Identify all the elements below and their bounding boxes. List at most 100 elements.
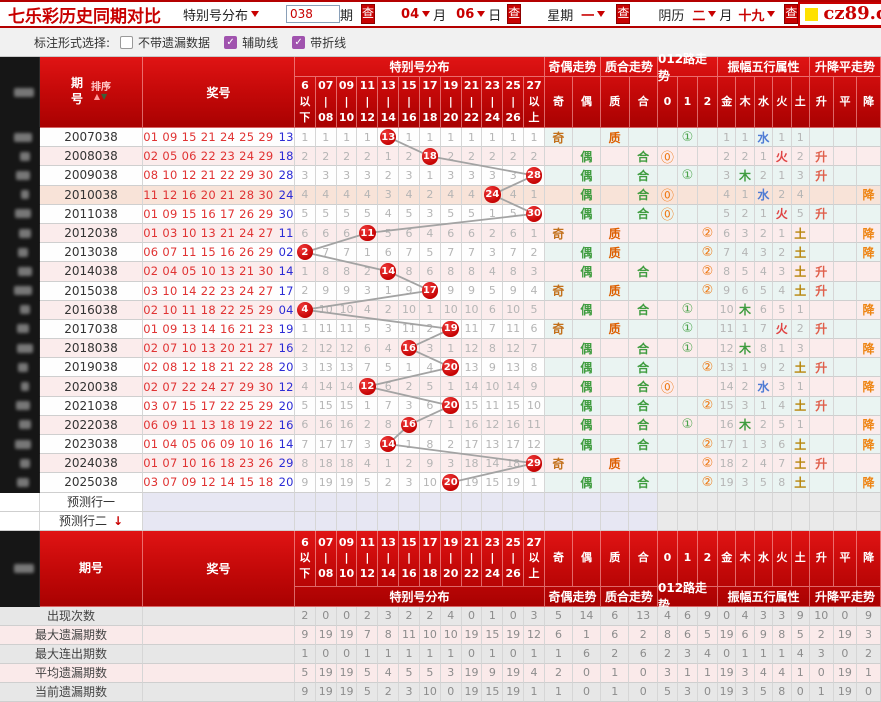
- query-button-issue[interactable]: 查: [361, 4, 376, 24]
- dist-header-col: 25 | 26: [503, 77, 525, 128]
- checkbox-polyline[interactable]: ✓ 带折线: [292, 34, 346, 51]
- trend-cell: 土: [791, 473, 810, 493]
- pred-trend-cell[interactable]: [833, 492, 858, 512]
- pred-dist-cell[interactable]: [440, 492, 462, 512]
- trend-cell: [857, 358, 881, 378]
- pred-trend-cell[interactable]: [791, 492, 810, 512]
- trend-cell: 5: [791, 204, 810, 224]
- pred-trend-cell[interactable]: [809, 511, 834, 531]
- pred-dist-cell[interactable]: [378, 511, 400, 531]
- stats-trend-cell: 6: [572, 644, 601, 664]
- pred-trend-cell[interactable]: [544, 511, 573, 531]
- pred-dist-cell[interactable]: [482, 492, 504, 512]
- pred-trend-cell[interactable]: [677, 492, 698, 512]
- pred-dist-cell[interactable]: [419, 492, 441, 512]
- row-censored-cell: [0, 243, 40, 263]
- pred-dist-cell[interactable]: [524, 492, 545, 512]
- stats-trend-cell: 1: [677, 663, 698, 683]
- pred-dist-cell[interactable]: [524, 511, 545, 531]
- sort-desc-icon[interactable]: ▼: [101, 92, 109, 101]
- lunar-month-select[interactable]: 二: [692, 5, 719, 24]
- pred-dist-cell[interactable]: [315, 511, 337, 531]
- pred-numbers-cell[interactable]: [143, 511, 295, 531]
- pred-trend-cell[interactable]: [572, 511, 601, 531]
- pred-dist-cell[interactable]: [440, 511, 462, 531]
- dist-cell: 3: [378, 319, 400, 340]
- pred-trend-cell[interactable]: [717, 492, 737, 512]
- pred-trend-cell[interactable]: [572, 492, 601, 512]
- pred-dist-cell[interactable]: [503, 511, 525, 531]
- lunar-day-select[interactable]: 十九: [738, 5, 778, 24]
- pred-dist-cell[interactable]: [461, 511, 483, 531]
- checkbox-no-miss-data[interactable]: 不带遗漏数据: [120, 34, 210, 51]
- pred-trend-cell[interactable]: [717, 511, 737, 531]
- pred-trend-cell[interactable]: [736, 492, 755, 512]
- query-button-date[interactable]: 查: [507, 4, 522, 24]
- trend-cell: [572, 128, 601, 148]
- pred-dist-cell[interactable]: [295, 492, 316, 512]
- pred-trend-cell[interactable]: [833, 511, 858, 531]
- pred-trend-cell[interactable]: [809, 492, 834, 512]
- pred-trend-cell[interactable]: [629, 511, 658, 531]
- pred-trend-cell[interactable]: [600, 492, 630, 512]
- sort-control[interactable]: 排序 ▲▼: [91, 83, 111, 101]
- issue-input[interactable]: [286, 5, 341, 23]
- pred-trend-cell[interactable]: [773, 511, 792, 531]
- sort-arrows[interactable]: ▲▼: [94, 93, 108, 101]
- checkbox-auxiliary-line[interactable]: ✓ 辅助线: [224, 34, 278, 51]
- pred-dist-cell[interactable]: [419, 511, 441, 531]
- prediction-row-1[interactable]: 预测行一: [0, 492, 881, 512]
- pred-dist-cell[interactable]: [503, 492, 525, 512]
- pred-trend-cell[interactable]: [629, 492, 658, 512]
- pred-trend-cell[interactable]: [791, 511, 810, 531]
- pred-dist-cell[interactable]: [357, 492, 379, 512]
- dist-cell: 8: [399, 262, 420, 282]
- pred-label-cell[interactable]: 预测行二 ↓: [40, 511, 143, 531]
- stats-dist-cell: 19: [336, 625, 358, 645]
- pred-trend-cell[interactable]: [857, 492, 881, 512]
- pred-dist-cell[interactable]: [336, 511, 358, 531]
- pred-dist-cell[interactable]: [399, 511, 420, 531]
- site-logo[interactable]: cz89.com: [798, 1, 881, 27]
- pred-trend-cell[interactable]: [677, 511, 698, 531]
- day-select[interactable]: 06: [456, 7, 488, 22]
- pred-trend-cell[interactable]: [754, 511, 774, 531]
- pred-trend-cell[interactable]: [773, 492, 792, 512]
- pred-trend-cell[interactable]: [697, 511, 718, 531]
- pred-trend-cell[interactable]: [657, 511, 678, 531]
- pred-trend-cell[interactable]: [736, 511, 755, 531]
- special-ball: 11: [359, 224, 376, 242]
- pred-label-cell[interactable]: 预测行一: [40, 492, 143, 512]
- query-button-week[interactable]: 查: [616, 4, 631, 24]
- pred-trend-cell[interactable]: [657, 492, 678, 512]
- dist-cell: 2: [419, 319, 441, 340]
- pred-numbers-cell[interactable]: [143, 492, 295, 512]
- dist-cell: 1: [399, 128, 420, 148]
- pred-dist-cell[interactable]: [315, 492, 337, 512]
- view-type-select[interactable]: 特别号分布: [183, 5, 262, 24]
- pred-dist-cell[interactable]: [336, 492, 358, 512]
- sort-asc-icon[interactable]: ▲: [93, 92, 101, 101]
- stats-trend-cell: 5: [791, 625, 810, 645]
- pred-trend-cell[interactable]: [857, 511, 881, 531]
- dist-cell: 10: [503, 300, 525, 320]
- pred-dist-cell[interactable]: [482, 511, 504, 531]
- month-label: 月: [433, 8, 447, 24]
- month-select[interactable]: 04: [401, 7, 433, 22]
- pred-dist-cell[interactable]: [378, 492, 400, 512]
- pred-trend-cell[interactable]: [754, 492, 774, 512]
- pred-dist-cell[interactable]: [357, 511, 379, 531]
- trend-cell: 1: [791, 300, 810, 320]
- pred-dist-cell[interactable]: [461, 492, 483, 512]
- issue-suffix-label: 期: [340, 8, 354, 24]
- pred-trend-cell[interactable]: [600, 511, 630, 531]
- week-select[interactable]: 一: [581, 5, 608, 24]
- pred-trend-cell[interactable]: [697, 492, 718, 512]
- pred-dist-cell[interactable]: [295, 511, 316, 531]
- pred-trend-cell[interactable]: [544, 492, 573, 512]
- query-button-lunar[interactable]: 查: [784, 4, 799, 24]
- trend-cell: 2: [736, 454, 755, 474]
- dist-cell: 1: [440, 377, 462, 397]
- pred-dist-cell[interactable]: [399, 492, 420, 512]
- prediction-row-2[interactable]: 预测行二 ↓: [0, 511, 881, 531]
